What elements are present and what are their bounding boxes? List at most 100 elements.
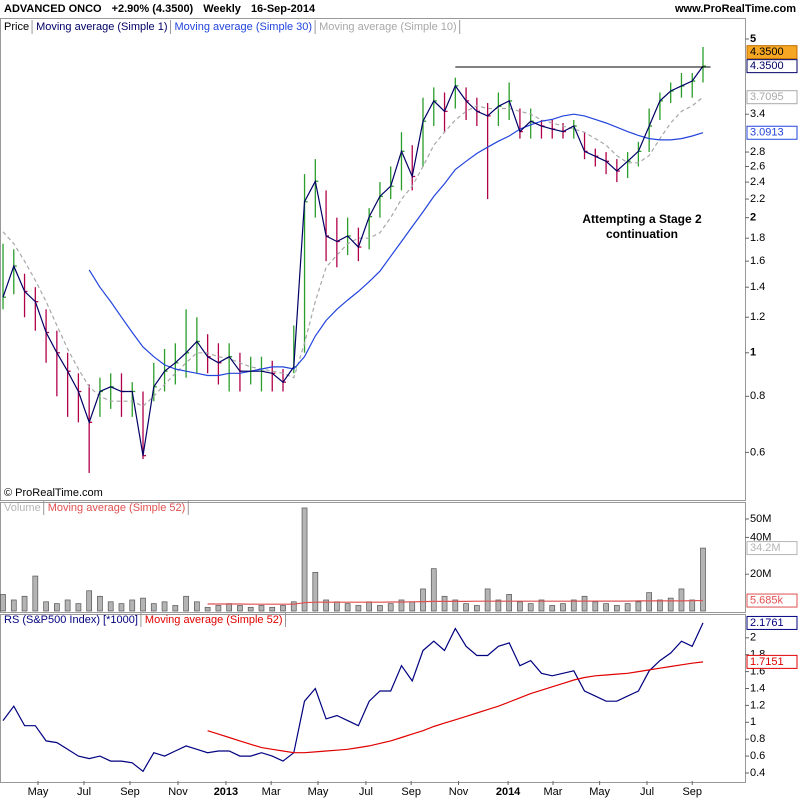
volume-bar — [334, 601, 340, 612]
legend-entry: Moving average (Simple 30) — [175, 21, 313, 33]
volume-bar — [613, 605, 620, 612]
x-tick-label: Mar — [544, 786, 563, 798]
volume-bar — [312, 572, 319, 612]
y-tick-label: 40M — [750, 531, 771, 543]
y-tick-label: 1.4 — [750, 281, 765, 293]
volume-bar — [344, 603, 351, 612]
volume-bar — [366, 601, 373, 612]
x-tick-label: Jul — [359, 786, 373, 798]
value-tag — [746, 615, 798, 630]
x-tick-label: Mar — [262, 786, 281, 798]
legend-entry: RS (S&P500 Index) [*1000] — [4, 614, 138, 626]
volume-bar — [484, 588, 491, 612]
y-tick-label: 3.4 — [750, 108, 765, 120]
volume-bar — [474, 605, 480, 612]
header: ADVANCED ONCO +2.90% (4.3500) Weekly 16-Sep… — [4, 3, 316, 15]
volume-bar — [506, 594, 513, 612]
volume-bar — [592, 601, 599, 612]
volume-bar — [204, 606, 211, 612]
series-line — [207, 599, 704, 605]
volume-bar — [215, 605, 222, 612]
series-line — [2, 622, 704, 773]
y-tick-label: 50M — [750, 513, 771, 525]
value-tag — [746, 593, 798, 608]
volume-bar — [323, 599, 329, 612]
volume-bar — [527, 603, 534, 612]
volume-bar — [140, 597, 146, 612]
value-tag — [746, 541, 798, 556]
series-line — [207, 661, 704, 754]
volume-bar — [290, 601, 297, 612]
y-tick-label: 1.6 — [750, 255, 765, 267]
series-line — [88, 113, 704, 377]
x-tick-label: 2014 — [496, 786, 521, 798]
volume-bar — [603, 603, 609, 612]
legend-entry: Price — [4, 21, 29, 33]
stock-name: ADVANCED ONCO — [4, 3, 102, 15]
watermark: © ProRealTime.com — [4, 487, 103, 499]
y-tick-label: 20M — [750, 568, 771, 580]
legend-entry: Moving average (Simple 1) — [36, 21, 167, 33]
value-tag-label: 3.0913 — [750, 127, 784, 139]
volume-bar — [387, 603, 394, 612]
rs-panel — [0, 614, 746, 783]
y-tick-label: 2 — [750, 212, 756, 224]
volume-bar — [21, 595, 28, 612]
volume-bar — [280, 605, 286, 612]
volume-bar — [355, 605, 362, 612]
y-tick-label: 0.6 — [750, 446, 765, 458]
site: www.ProRealTime.com — [674, 3, 796, 15]
volume-bar — [237, 605, 243, 612]
value-tag-label: 5.685k — [750, 594, 784, 606]
volume-bar — [258, 605, 265, 612]
volume-bar — [657, 599, 663, 612]
value-tag-label: 3.7095 — [750, 91, 784, 103]
volume-bar — [226, 603, 233, 612]
annotation: Attempting a Stage 2 continuation — [582, 212, 702, 241]
y-tick-label: 2.2 — [750, 193, 765, 205]
price-panel — [0, 18, 746, 501]
volume-bar — [398, 599, 405, 612]
volume-bar — [129, 599, 136, 612]
y-tick-label: 1 — [750, 347, 756, 359]
x-tick-label: Nov — [168, 786, 188, 798]
y-tick-label: 1.2 — [750, 699, 765, 711]
y-tick-label: 0.8 — [750, 390, 765, 402]
volume-bar — [517, 601, 523, 612]
y-tick-label: 1.2 — [750, 311, 765, 323]
volume-bar — [64, 599, 71, 612]
y-tick-label: 0.6 — [750, 750, 765, 762]
volume-bar — [463, 603, 469, 612]
value-tag — [746, 90, 798, 105]
volume-bar — [183, 595, 189, 612]
volume-bar — [377, 605, 383, 612]
legend-entry: Moving average (Simple 10) — [319, 21, 457, 33]
volume-bar — [452, 599, 459, 612]
y-tick-label: 2.6 — [750, 160, 765, 172]
legend-entry: Moving average (Simple 52) — [48, 502, 186, 514]
y-tick-label: 0.4 — [750, 767, 765, 779]
volume-bar — [700, 547, 706, 612]
volume-bar — [269, 606, 276, 612]
x-tick-label: May — [28, 786, 49, 798]
volume-bar — [560, 603, 566, 612]
y-tick-label: 0.8 — [750, 733, 765, 745]
volume-bar — [97, 595, 103, 612]
volume-bar — [107, 601, 114, 612]
volume-bar — [118, 603, 125, 612]
volume-bar — [624, 603, 631, 612]
x-tick-label: 2013 — [214, 786, 238, 798]
volume-bar — [667, 597, 674, 612]
value-tag-label: 1.7151 — [750, 656, 784, 668]
volume-panel — [0, 502, 746, 613]
period: Weekly — [203, 3, 242, 15]
volume-bar — [538, 599, 545, 612]
volume-bar — [430, 568, 437, 612]
series-line — [2, 96, 704, 408]
x-tick-label: May — [308, 786, 329, 798]
value-tag-label: 2.1761 — [750, 617, 784, 629]
value-tag — [746, 125, 798, 140]
volume-bar — [54, 603, 60, 612]
